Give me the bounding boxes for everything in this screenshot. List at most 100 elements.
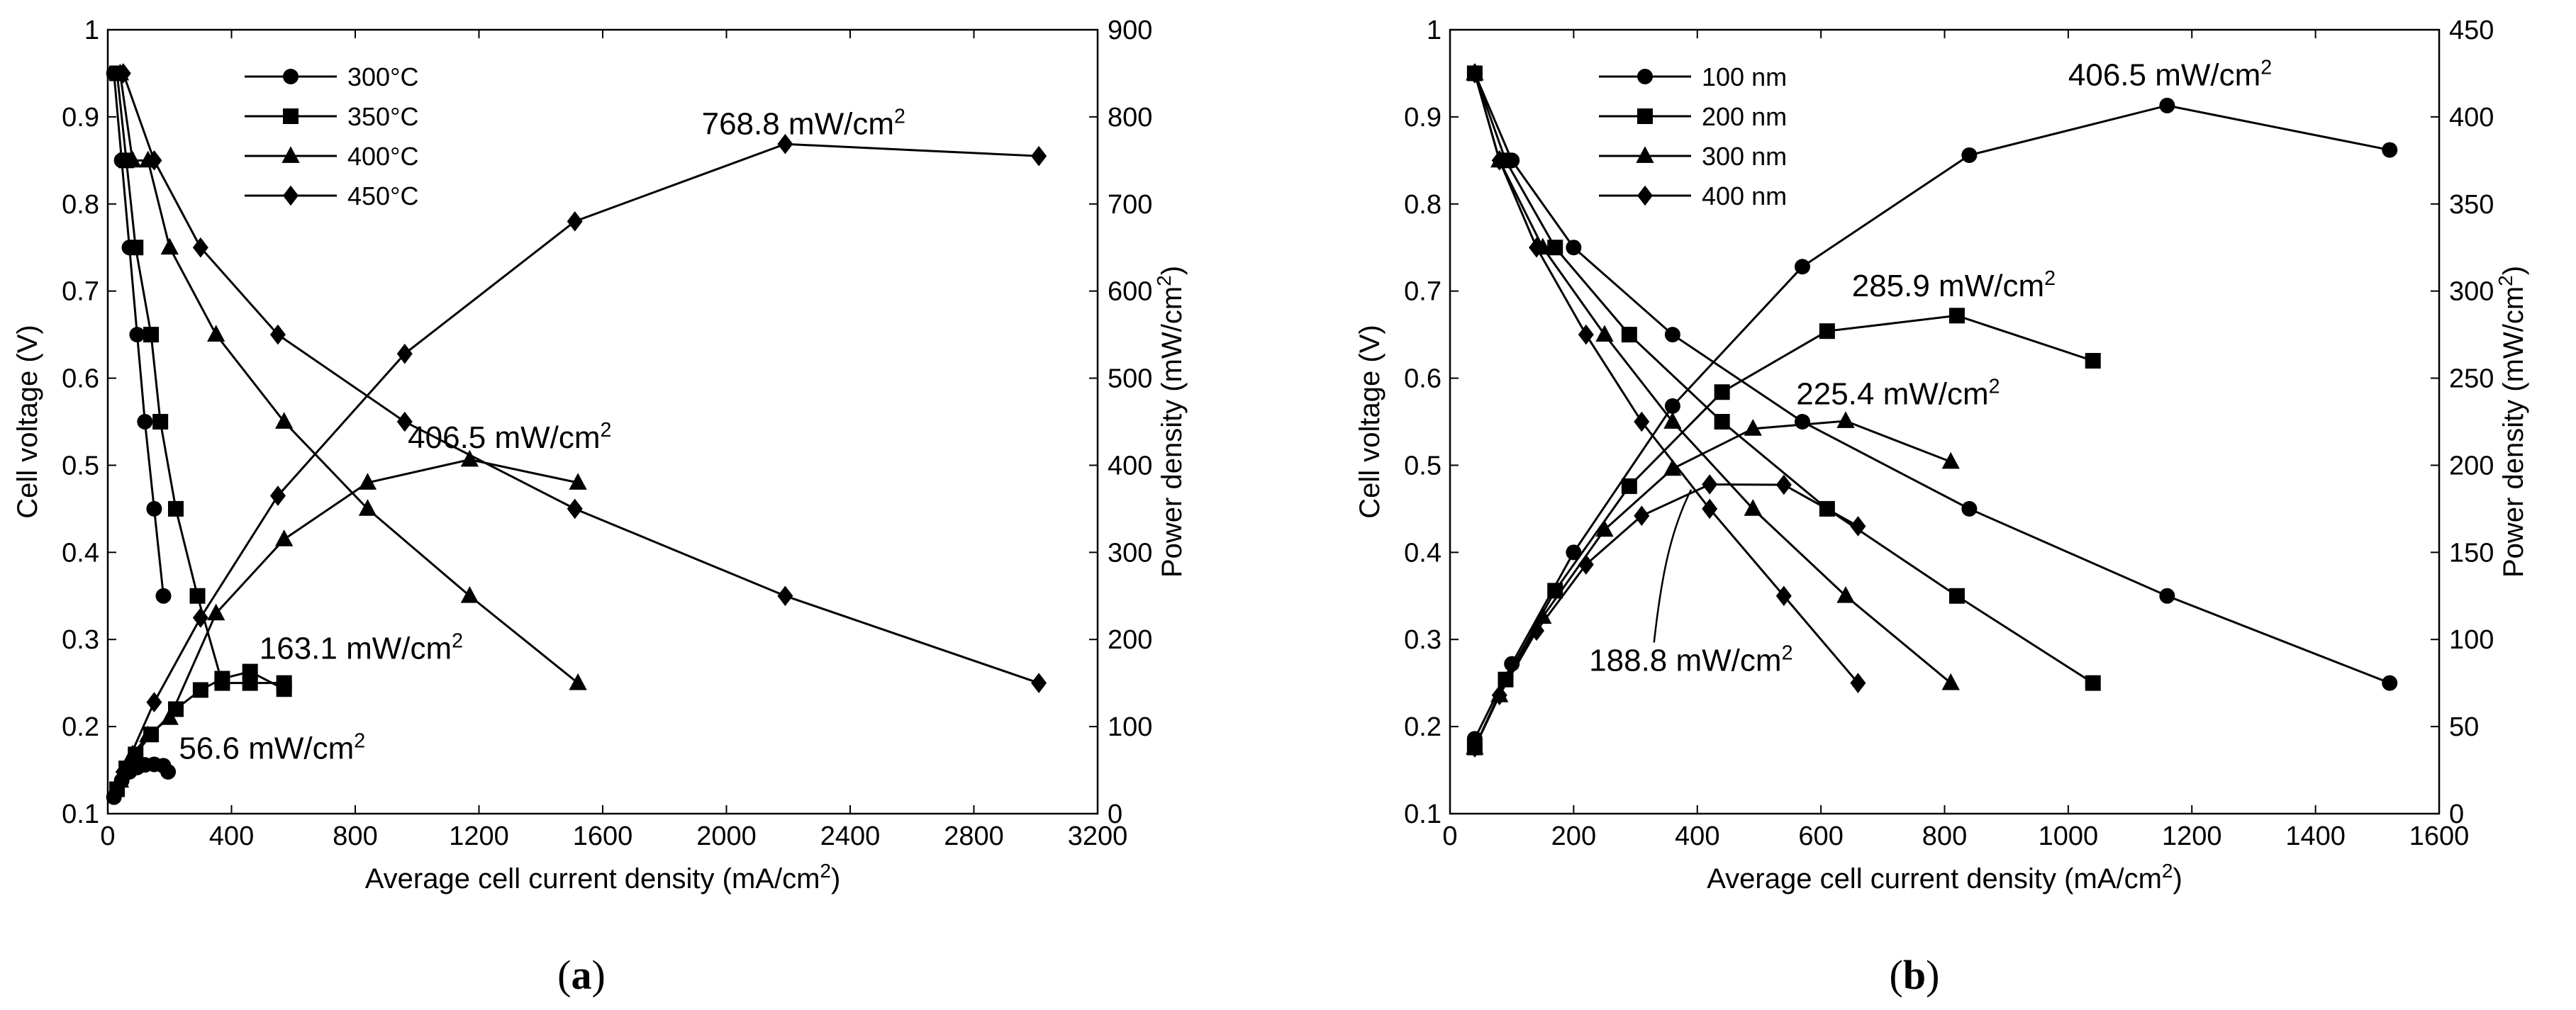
panel-b-voltage-point — [1850, 673, 1866, 693]
panel-a-series — [106, 63, 1047, 805]
panel-b-voltage-point — [1547, 240, 1563, 256]
panel-a-voltage-point — [396, 411, 413, 432]
panel-a-legend-marker — [283, 69, 299, 84]
panel-b-voltage-point — [1466, 63, 1483, 84]
panel-b-peak-annotation: 188.8 mW/cm2 — [1589, 641, 1792, 678]
panel-a-voltage-point — [115, 63, 131, 84]
panel-a-annotations: 768.8 mW/cm2 406.5 mW/cm2 163.1 mW/cm2 56.6… — [179, 105, 905, 765]
panel-b-x-tick-label: 1600 — [2409, 821, 2470, 851]
panel-a-peak-annotation: 406.5 mW/cm2 — [408, 419, 611, 455]
panel-a-voltage-point — [460, 586, 479, 603]
panel-b-power-point — [1819, 323, 1835, 340]
panel-b-power-point — [1948, 308, 1965, 324]
panel-a-power-point — [1031, 145, 1047, 167]
panel-a-y-right-tick-label: 900 — [1108, 16, 1152, 45]
panel-b-voltage-point — [2085, 675, 2101, 691]
panel-a-legend-item: 400°C — [245, 142, 418, 171]
panel-b-label: (b) — [1890, 952, 1940, 998]
panel-a-y-left-axis-label: Cell voltage (V) — [12, 325, 43, 518]
panel-b-power-point — [1702, 474, 1718, 495]
panel-b-x-tick-label: 0 — [1442, 821, 1457, 851]
panel-b-annotation-leader-line — [1653, 489, 1693, 643]
panel-a-y-right-tick-label: 600 — [1108, 277, 1152, 307]
panel-b-power-point — [1775, 474, 1792, 495]
panel-a-power-point — [396, 343, 413, 364]
panel-b-voltage-point — [1491, 150, 1507, 171]
panel-a-x-tick-label: 2400 — [820, 821, 881, 851]
panel-b-voltage-point — [1578, 324, 1594, 345]
panel-b-legend-label: 100 nm — [1702, 62, 1787, 91]
panel-b-y-left-tick-label: 0.2 — [1404, 712, 1442, 742]
panel-a-power-point — [115, 761, 131, 782]
panel-b-legend: 100 nm 200 nm 300 nm 400 nm — [1599, 62, 1787, 211]
panel-a-voltage-point — [569, 673, 587, 690]
panel-b-legend-marker — [1637, 185, 1653, 206]
panel-b-power-point — [1634, 505, 1650, 527]
panel-b-peak-annotation: 406.5 mW/cm2 — [2068, 57, 2272, 93]
panel-b-power-point — [1621, 478, 1637, 494]
panel-a-y-right-tick-label: 800 — [1108, 103, 1152, 133]
panel-b-power-point — [1529, 620, 1545, 641]
panel-a-x-tick-label: 1600 — [573, 821, 633, 851]
panel-b-power-line-0 — [1473, 104, 2390, 739]
panel-a-legend-label: 350°C — [347, 102, 418, 131]
panel-b-legend-item: 400 nm — [1599, 181, 1787, 211]
panel-b-voltage-point — [2159, 588, 2175, 604]
panel-b-y-left-tick-label: 0.4 — [1404, 538, 1442, 568]
panel-b-power-point — [2382, 142, 2398, 158]
panel-b-voltage-point — [1663, 412, 1682, 429]
panel-b-y-left-tick-label: 0.8 — [1404, 190, 1442, 220]
panel-b-legend-item: 300 nm — [1599, 142, 1787, 171]
panel-a-power-point — [242, 663, 258, 680]
panel-a-peak-annotation: 768.8 mW/cm2 — [702, 105, 905, 141]
panel-a-legend-marker — [281, 146, 300, 163]
panel-b-power-point — [1664, 398, 1680, 414]
panel-b-y-left-tick-label: 1 — [1427, 16, 1442, 45]
panel-a-voltage-point — [207, 325, 225, 342]
panel-a-power-point — [139, 725, 157, 743]
panel-a-y-left-tick-label: 1 — [84, 16, 99, 45]
panel-a-voltage-point — [167, 500, 184, 517]
panel-b-x-tick-label: 400 — [1675, 821, 1719, 851]
panel-a-y-right-tick-label: 200 — [1108, 625, 1152, 655]
panel-a-power-point — [192, 607, 208, 628]
panel-b-legend-item: 200 nm — [1599, 102, 1787, 131]
panel-b-x-tick-label: 1000 — [2039, 821, 2099, 851]
panel-a-voltage-point — [123, 150, 142, 168]
panel-a-x-tick-label: 1200 — [449, 821, 509, 851]
panel-a-y-right-tick-label: 100 — [1108, 712, 1152, 742]
panel-a-x-tick-label: 0 — [100, 821, 115, 851]
panel-a-power-point — [160, 764, 177, 780]
panel-b-x-axis-label: Average cell current density (mA/cm2) — [1707, 860, 2182, 895]
panel-b-y-right-axis-label: Power density (mW/cm2) — [2494, 266, 2530, 578]
panel-b-y-left-tick-label: 0.3 — [1404, 625, 1442, 655]
panel-a-voltage-point — [129, 327, 145, 343]
panel-b-y-left-axis-label: Cell voltage (V) — [1354, 325, 1385, 518]
panel-b-power-point — [1744, 419, 1762, 436]
panel-b-power-point — [1941, 451, 1960, 469]
panel-a-y-right-tick-label: 700 — [1108, 190, 1152, 220]
panel-a-y-left-tick-label: 0.1 — [62, 799, 99, 829]
panel-b-power-point — [1491, 685, 1507, 706]
panel-a-voltage-point — [143, 327, 160, 343]
panel-b-series-3 — [1466, 63, 1866, 758]
panel-b-y-right-tick-label: 150 — [2449, 538, 2494, 568]
panel-a-voltage-point — [777, 585, 793, 607]
panel-a-y-right-axis-label: Power density (mW/cm2) — [1153, 266, 1188, 578]
panel-a-legend-item: 450°C — [245, 181, 418, 211]
panel-a-y-right-tick-label: 300 — [1108, 538, 1152, 568]
panel-b-y-left-tick-label: 0.9 — [1404, 103, 1442, 133]
panel-b-label-letter: b — [1903, 952, 1926, 998]
panel-b-voltage-point — [1744, 499, 1762, 516]
panel-b-voltage-point — [1836, 586, 1855, 603]
panel-a-legend-label: 450°C — [347, 181, 418, 211]
panel-b-power-line-1 — [1473, 314, 2094, 748]
panel-a-x-tick-label: 800 — [333, 821, 377, 851]
panel-a-voltage-point — [160, 237, 179, 255]
panel-a-y-left-tick-label: 0.6 — [62, 364, 99, 394]
panel-a-power-point — [192, 682, 208, 698]
panel-a-y-right-tick-label: 0 — [1108, 799, 1122, 829]
panel-a-y-left-tick-label: 0.5 — [62, 451, 99, 481]
